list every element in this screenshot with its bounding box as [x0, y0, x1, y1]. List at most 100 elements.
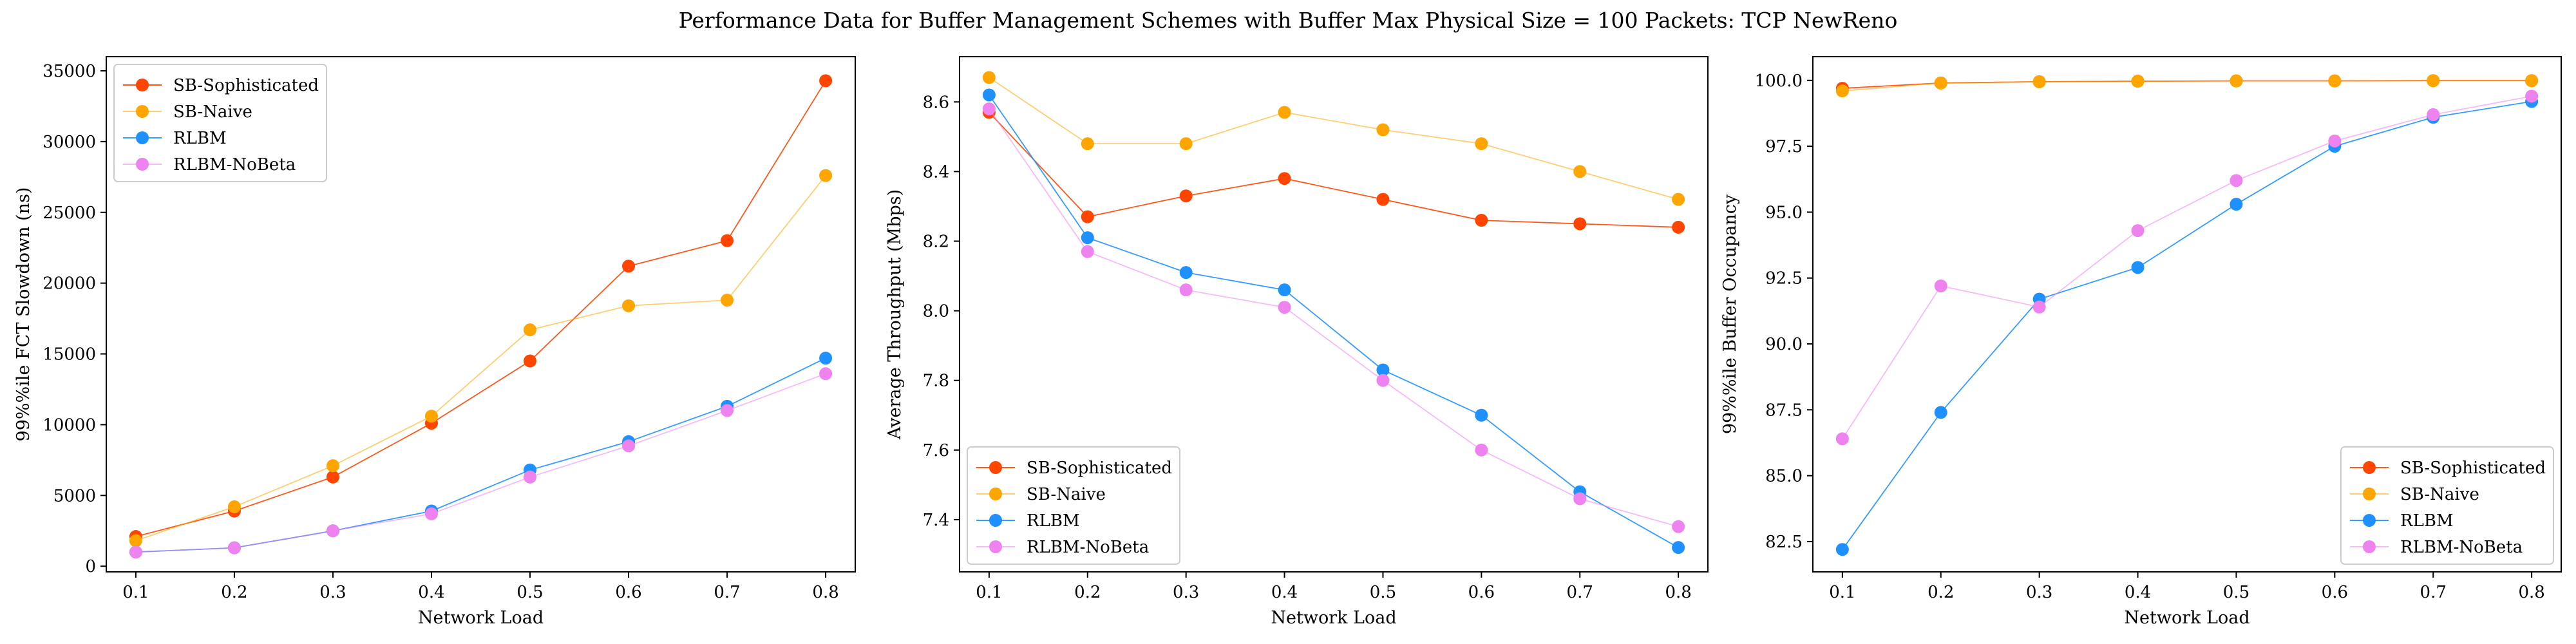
x-tick-label: 0.3 [319, 583, 346, 602]
legend-marker-rlbm-nobeta [136, 158, 149, 171]
data-point-sb-naive [982, 71, 996, 84]
y-tick-label: 90.0 [1765, 335, 1803, 354]
x-tick-label: 0.5 [1370, 583, 1396, 602]
data-point-sb-sophisticated [1573, 217, 1587, 231]
y-tick-label: 20000 [43, 274, 96, 294]
y-tick-label: 30000 [43, 133, 96, 152]
legend-label-sb-sophisticated: SB-Sophisticated [1027, 459, 1172, 478]
legend-marker-rlbm [2363, 514, 2376, 527]
y-tick-label: 5000 [53, 486, 96, 506]
legend-marker-sb-sophisticated [136, 79, 149, 91]
legend-marker-sb-naive [989, 488, 1002, 500]
chart-panel-3: 0.1 0.2 0.3 0.4 0.5 0.6 0.7 0.8 82.5 85.0 87.5 90.0… [1720, 56, 2562, 628]
data-point-rlbm [1376, 363, 1390, 377]
y-tick-label: 8.2 [923, 232, 949, 251]
data-point-rlbm-nobeta [1672, 520, 1685, 533]
data-point-sb-naive [1475, 137, 1488, 151]
legend: SB-Sophisticated SB-Naive RLBM RLBM-NoBeta [967, 446, 1180, 565]
legend-marker-rlbm [136, 131, 149, 144]
data-point-rlbm [1179, 266, 1193, 279]
x-tick-label: 0.4 [1271, 583, 1298, 602]
figure-title: Performance Data for Buffer Management S… [678, 8, 1898, 33]
legend-label-rlbm-nobeta: RLBM-NoBeta [1027, 538, 1149, 557]
x-tick-label: 0.4 [2125, 583, 2151, 602]
data-point-sb-naive [2328, 74, 2342, 88]
data-point-rlbm-nobeta [326, 524, 339, 538]
y-tick-label: 0 [85, 557, 96, 576]
legend-label-sb-naive: SB-Naive [2400, 485, 2479, 504]
axes-frame [959, 56, 1709, 573]
x-tick-label: 0.6 [1468, 583, 1495, 602]
data-point-sb-naive [1573, 165, 1587, 178]
data-point-sb-sophisticated [1376, 193, 1390, 206]
data-point-rlbm-nobeta [1934, 279, 1947, 293]
x-tick-label: 0.8 [1665, 583, 1691, 602]
data-point-sb-naive [622, 299, 636, 312]
legend-box [2340, 446, 2554, 565]
series-line-rlbm [1842, 100, 2532, 550]
x-tick-label: 0.2 [221, 583, 247, 602]
data-point-rlbm-nobeta [1278, 301, 1291, 314]
legend-label-rlbm-nobeta: RLBM-NoBeta [2400, 538, 2523, 557]
data-point-rlbm [1278, 283, 1291, 297]
legend: SB-Sophisticated SB-Naive RLBM RLBM-NoBeta [113, 64, 327, 182]
x-tick-label: 0.1 [122, 583, 149, 602]
data-point-sb-naive [2525, 74, 2539, 88]
y-tick-label: 8.0 [923, 302, 949, 321]
data-point-sb-naive [2131, 75, 2145, 88]
y-tick-label: 7.6 [923, 441, 949, 460]
x-tick-label: 0.2 [1074, 583, 1101, 602]
x-tick-label: 0.2 [1927, 583, 1954, 602]
data-point-sb-naive [424, 410, 438, 423]
data-point-sb-naive [2427, 74, 2440, 88]
legend-label-rlbm-nobeta: RLBM-NoBeta [173, 155, 296, 175]
data-point-sb-naive [1376, 123, 1390, 137]
legend-label-sb-sophisticated: SB-Sophisticated [173, 76, 319, 95]
x-tick-label: 0.6 [615, 583, 641, 602]
y-tick-label: 25000 [43, 204, 96, 223]
axes-frame [106, 56, 856, 573]
data-point-sb-naive [2230, 74, 2243, 88]
data-point-rlbm-nobeta [2131, 224, 2145, 238]
x-tick-label: 0.5 [2223, 583, 2249, 602]
y-tick-label: 35000 [43, 62, 96, 81]
x-tick-label: 0.4 [418, 583, 444, 602]
data-point-sb-naive [721, 294, 734, 307]
legend-label-rlbm: RLBM [2400, 511, 2454, 531]
data-point-sb-naive [819, 169, 833, 182]
data-point-rlbm-nobeta [2328, 134, 2342, 147]
x-axis-label: Network Load [1271, 608, 1396, 628]
legend-marker-sb-naive [136, 105, 149, 118]
legend-box [113, 64, 327, 182]
data-point-rlbm [819, 352, 833, 365]
y-tick-label: 100.0 [1755, 71, 1803, 91]
y-tick-label: 8.6 [923, 93, 949, 112]
data-point-rlbm-nobeta [2525, 90, 2539, 103]
data-point-sb-sophisticated [1672, 220, 1685, 234]
data-point-sb-naive [1672, 193, 1685, 206]
data-point-rlbm [2131, 261, 2145, 274]
x-tick-label: 0.7 [714, 583, 740, 602]
legend-marker-sb-sophisticated [989, 461, 1002, 474]
x-tick-label: 0.8 [812, 583, 838, 602]
data-point-rlbm-nobeta [1376, 374, 1390, 387]
series-line-rlbm [135, 357, 826, 553]
data-point-sb-naive [1278, 106, 1291, 119]
legend-marker-sb-naive [2363, 488, 2376, 500]
x-tick-label: 0.6 [2322, 583, 2348, 602]
data-point-rlbm-nobeta [2032, 300, 2046, 314]
legend-box [967, 446, 1180, 565]
data-point-sb-sophisticated [1081, 210, 1094, 223]
data-point-rlbm-nobeta [424, 507, 438, 520]
data-point-rlbm [1835, 543, 1849, 556]
data-point-sb-sophisticated [326, 470, 339, 484]
legend-marker-rlbm-nobeta [989, 540, 1002, 553]
data-point-rlbm-nobeta [2427, 108, 2440, 122]
data-point-rlbm-nobeta [982, 102, 996, 116]
data-point-rlbm [2230, 198, 2243, 211]
y-axis-label: 99%%ile Buffer Occupancy [1720, 194, 1740, 434]
data-point-rlbm-nobeta [622, 439, 636, 453]
data-point-sb-naive [1081, 137, 1094, 151]
